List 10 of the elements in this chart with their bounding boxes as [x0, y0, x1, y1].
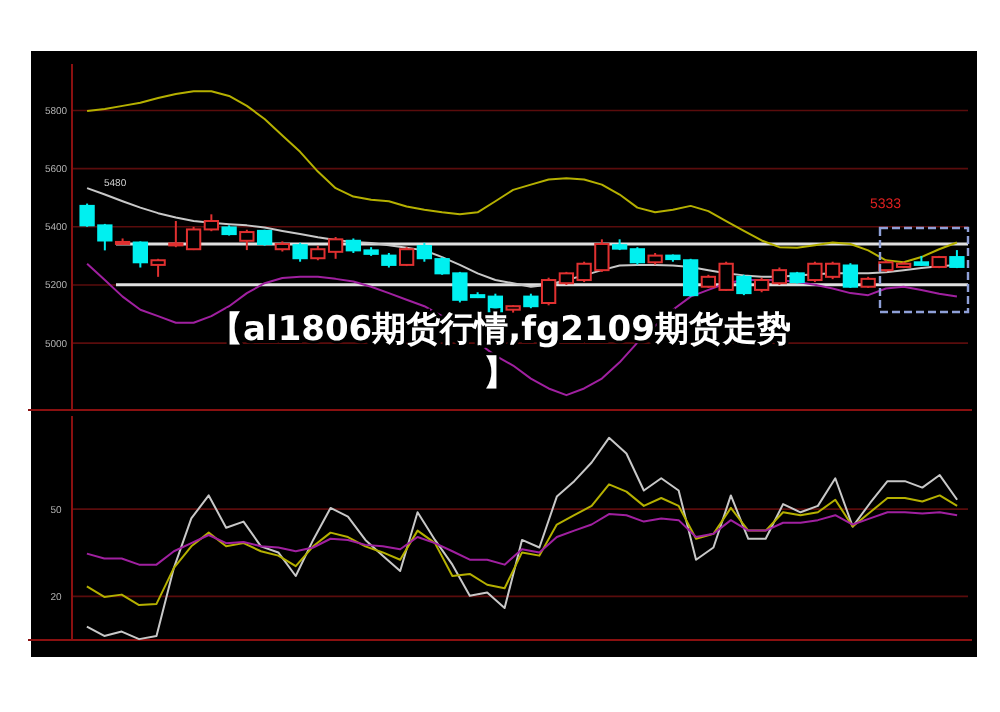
- text: 【al1806期货行情,fg2109期货走势】: [209, 310, 791, 394]
- line-series: [85, 436, 959, 641]
- line-series: [86, 90, 958, 264]
- candlestick: [132, 240, 149, 269]
- candlestick: [736, 273, 752, 297]
- candlestick: [842, 262, 859, 289]
- line-series: [85, 483, 959, 607]
- line-series: [85, 511, 959, 566]
- candlestick: [239, 228, 255, 252]
- candlestick: [292, 241, 308, 263]
